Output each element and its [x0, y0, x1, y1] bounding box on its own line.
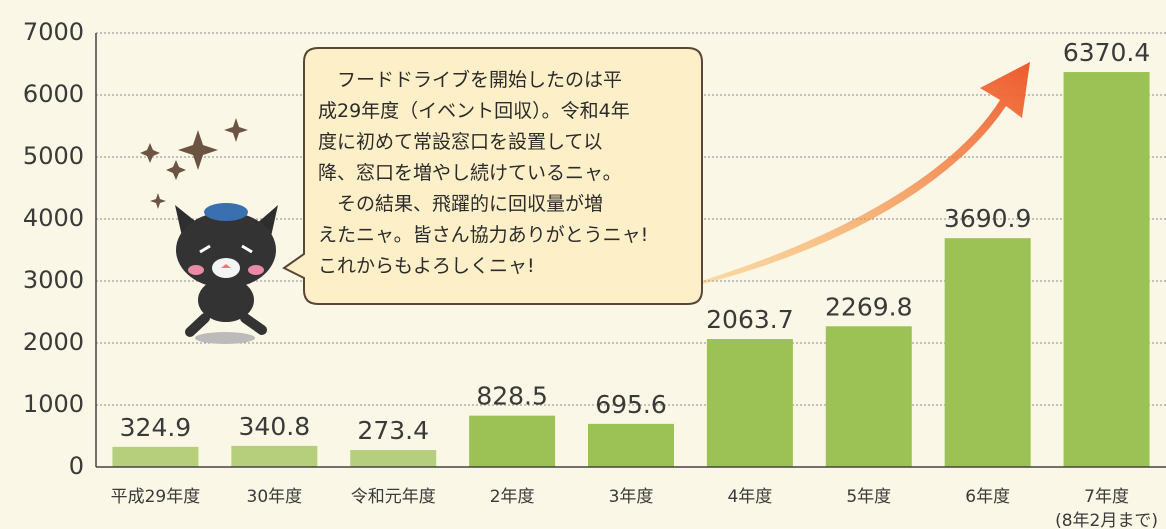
- y-tick-label: 3000: [23, 266, 84, 294]
- y-tick-label: 0: [69, 452, 84, 480]
- callout-line: えたニャ。皆さん協力ありがとうニャ!: [318, 224, 648, 246]
- x-tick-label: 30年度: [247, 487, 303, 507]
- y-tick-label: 2000: [23, 328, 84, 356]
- y-tick-label: 7000: [23, 18, 84, 46]
- callout-line: 成29年度（イベント回収）。令和4年: [318, 100, 630, 122]
- callout-line: 度に初めて常設窓口を設置して以: [318, 131, 602, 153]
- y-tick-label: 4000: [23, 204, 84, 232]
- mascot: [140, 118, 278, 344]
- value-label: 273.4: [357, 416, 429, 445]
- x-tick-label: 7年度: [1084, 487, 1129, 507]
- bar: [112, 446, 199, 467]
- bar: [825, 326, 912, 467]
- bar: [469, 415, 556, 467]
- callout-line: その結果、飛躍的に回収量が増: [318, 193, 603, 215]
- y-tick-label: 5000: [23, 142, 84, 170]
- value-label: 6370.4: [1063, 38, 1150, 67]
- value-label: 340.8: [239, 412, 311, 441]
- bar: [350, 450, 437, 467]
- x-tick-label: 平成29年度: [111, 487, 201, 507]
- x-tick-label: 5年度: [846, 487, 891, 507]
- value-label: 2269.8: [825, 292, 912, 321]
- callout-line: フードドライブを開始したのは平: [318, 68, 622, 91]
- category-note: (8年2月まで): [1055, 511, 1158, 529]
- bar: [944, 238, 1031, 467]
- x-tick-label: 3年度: [609, 487, 654, 507]
- value-label: 324.9: [120, 413, 192, 442]
- value-label: 695.6: [595, 390, 667, 419]
- trend-arrow: [650, 62, 1030, 296]
- bar: [231, 445, 318, 467]
- value-label: 3690.9: [944, 204, 1031, 233]
- x-tick-label: 2年度: [490, 487, 535, 507]
- bar: [1063, 72, 1150, 467]
- bar: [706, 339, 793, 467]
- y-tick-label: 6000: [23, 80, 84, 108]
- x-tick-label: 6年度: [965, 487, 1010, 507]
- value-label: 828.5: [476, 382, 548, 411]
- callout-line: これからもよろしくニャ!: [318, 255, 535, 277]
- value-label: 2063.7: [706, 305, 793, 334]
- bar: [588, 423, 674, 467]
- x-tick-label: 令和元年度: [351, 487, 436, 507]
- speech-bubble: [282, 47, 703, 305]
- y-tick-label: 1000: [23, 390, 84, 418]
- x-tick-label: 4年度: [727, 487, 772, 507]
- callout-line: 降、窓口を増やし続けているニャ。: [318, 162, 622, 184]
